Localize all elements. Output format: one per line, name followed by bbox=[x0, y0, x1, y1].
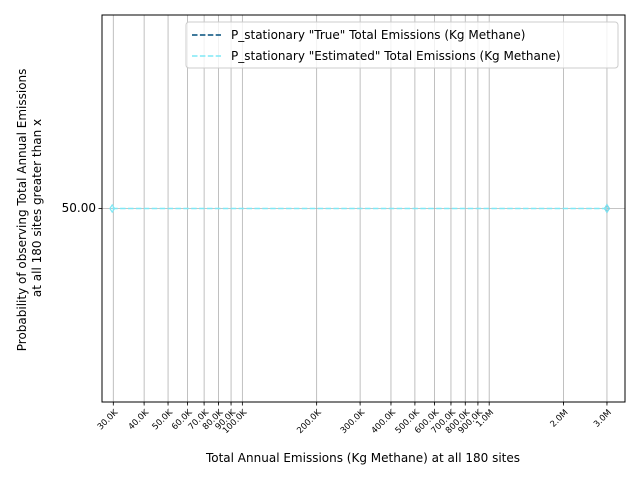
x-axis-label: Total Annual Emissions (Kg Methane) at a… bbox=[205, 451, 520, 465]
x-tick-label-18: 3.0M bbox=[592, 408, 614, 430]
x-tick-label-17: 2.0M bbox=[549, 408, 571, 430]
x-axis-ticks: 30.0K 40.0K 50.0K60.0K70.0K80.0K90.0K100.0… bbox=[96, 402, 614, 436]
series-1-point-0 bbox=[109, 203, 116, 214]
x-tick-label-10: 400.0K bbox=[370, 408, 399, 437]
x-tick-label-2: 50.0K bbox=[151, 408, 176, 433]
legend-box bbox=[185, 21, 619, 69]
y-axis-ticks: 50.00 bbox=[62, 201, 102, 215]
series-1-point-1 bbox=[603, 203, 611, 214]
y-tick-label-0: 50.00 bbox=[62, 201, 96, 215]
series-layer bbox=[109, 203, 611, 214]
y-axis-label-line-2: at all 180 sites greater than x bbox=[30, 119, 44, 297]
x-tick-label-8: 200.0K bbox=[295, 408, 324, 437]
legend-label-estimated: P_stationary "Estimated" Total Emissions… bbox=[231, 49, 561, 63]
y-axis-label-line-1: Probability of observing Total Annual Em… bbox=[15, 69, 29, 352]
x-tick-label-9: 300.0K bbox=[339, 408, 368, 437]
x-tick-label-0: 30.0K bbox=[96, 408, 121, 433]
y-axis-label: Probability of observing Total Annual Em… bbox=[15, 65, 44, 351]
legend-label-true: P_stationary "True" Total Emissions (Kg … bbox=[231, 28, 525, 42]
legend: P_stationary "True" Total Emissions (Kg … bbox=[185, 21, 619, 69]
x-tick-label-1: 40.0K bbox=[127, 408, 152, 433]
